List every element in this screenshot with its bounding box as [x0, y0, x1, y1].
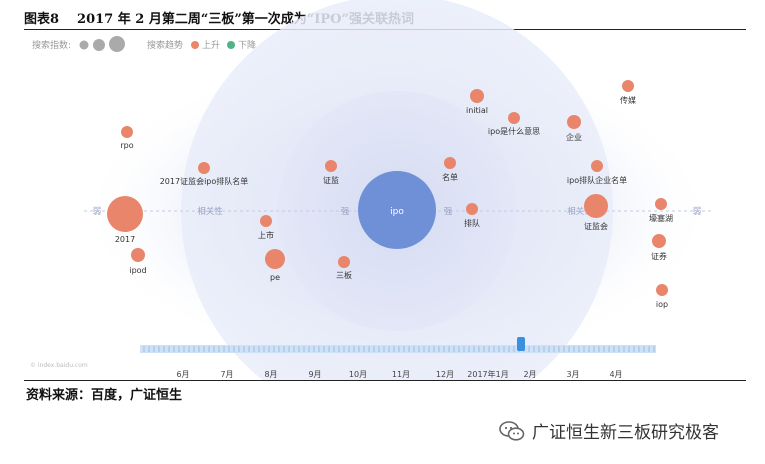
bubble-label: ipo是什么意思 — [488, 126, 540, 136]
bottom-rule — [24, 380, 746, 381]
timeline-tick-label: 6月 — [176, 370, 189, 379]
index-credit: © index.baidu.com — [30, 362, 88, 369]
timeline-tick-label: 10月 — [349, 370, 367, 379]
bubble[interactable] — [655, 198, 667, 210]
timeline-tick-label: 4月 — [609, 370, 622, 379]
bubble-label: 证券 — [651, 251, 667, 261]
bubble-label: initial — [466, 106, 488, 115]
bubble-label: 上市 — [258, 230, 274, 240]
ring-label: 强 — [444, 207, 453, 217]
bubble[interactable] — [444, 157, 456, 169]
bubble-label: 壕塞湖 — [649, 213, 673, 223]
timeline-tick-label: 7月 — [220, 370, 233, 379]
bubble[interactable] — [466, 203, 478, 215]
bubble[interactable] — [358, 171, 436, 249]
source-note: 资料来源：百度，广证恒生 — [26, 388, 183, 403]
bubble-label: 名单 — [442, 172, 458, 182]
timeline-tick-label: 3月 — [566, 370, 579, 379]
bubble[interactable] — [265, 249, 285, 269]
bubble[interactable] — [470, 89, 484, 103]
bubble-label: 三板 — [336, 270, 352, 280]
legend-size-label: 搜索指数: — [32, 39, 71, 51]
bubble-label: ipo — [390, 207, 404, 217]
bubble[interactable] — [584, 194, 608, 218]
timeline-tick-label: 8月 — [264, 370, 277, 379]
watermark: 广证恒生新三板研究极客 — [498, 418, 719, 443]
bubble-label: 证监 — [323, 175, 339, 185]
ring-label: 相关性 — [567, 206, 593, 217]
timeline-tick-label: 9月 — [308, 370, 321, 379]
timeline: 6月 7月 8月 9月 10月 11月 12月 2017年1月 2月 3月 4月 — [140, 337, 656, 379]
legend-trend-label: 搜索趋势 — [147, 39, 183, 51]
legend-up-label: 上升 — [202, 40, 220, 51]
bubble[interactable] — [107, 196, 143, 232]
bubble[interactable] — [622, 80, 634, 92]
bubble-label: ipo排队企业名单 — [567, 175, 627, 185]
bubble-label: 排队 — [464, 218, 480, 228]
wechat-icon — [499, 420, 525, 441]
watermark-text: 广证恒生新三板研究极客 — [532, 423, 719, 443]
timeline-tick-label: 12月 — [436, 370, 454, 379]
timeline-tick-label: 2017年1月 — [467, 369, 508, 379]
bubble[interactable] — [591, 160, 603, 172]
figure-number: 图表8 — [24, 12, 60, 27]
legend: 搜索指数: 搜索趋势 上升 下降 — [32, 36, 256, 52]
timeline-handle[interactable] — [517, 337, 525, 351]
bubble-label: 2017 — [115, 235, 135, 244]
bubble[interactable] — [131, 248, 145, 262]
bubble-label: ipod — [129, 266, 146, 275]
legend-size-small — [79, 40, 89, 50]
bubble[interactable] — [121, 126, 133, 138]
bubble-label: rpo — [120, 141, 133, 150]
bubble-label: 企业 — [566, 132, 582, 142]
timeline-tick-label: 11月 — [392, 370, 410, 379]
bubble-label: pe — [270, 273, 280, 282]
bubble-label: 传媒 — [620, 95, 636, 105]
ring-labels: 弱 相关性 强 强 相关性 弱 — [93, 206, 702, 217]
bubble[interactable] — [198, 162, 210, 174]
legend-size-medium — [93, 39, 105, 51]
legend-down-label: 下降 — [238, 39, 256, 51]
legend-up-dot — [191, 41, 199, 49]
ring-label: 相关性 — [197, 206, 223, 217]
bubble[interactable] — [325, 160, 337, 172]
bubble-label: 证监会 — [584, 221, 608, 231]
legend-size-large — [109, 36, 125, 52]
timeline-tick-label: 2月 — [523, 370, 536, 379]
bubble[interactable] — [260, 215, 272, 227]
bubble[interactable] — [567, 115, 581, 129]
bubble[interactable] — [656, 284, 668, 296]
bubble-chart: 搜索指数: 搜索趋势 上升 下降 弱相关性强强相关性弱 iporpo2017证监… — [30, 0, 717, 380]
ring-label: 强 — [341, 207, 350, 217]
ring-label: 弱 — [93, 207, 102, 217]
ring-label: 弱 — [693, 207, 702, 217]
legend-down-dot — [227, 41, 235, 49]
bubble-label: iop — [656, 300, 668, 309]
bubble[interactable] — [652, 234, 666, 248]
bubble-label: 2017证监会ipo排队名单 — [160, 176, 249, 186]
bubble[interactable] — [338, 256, 350, 268]
bubble[interactable] — [508, 112, 520, 124]
